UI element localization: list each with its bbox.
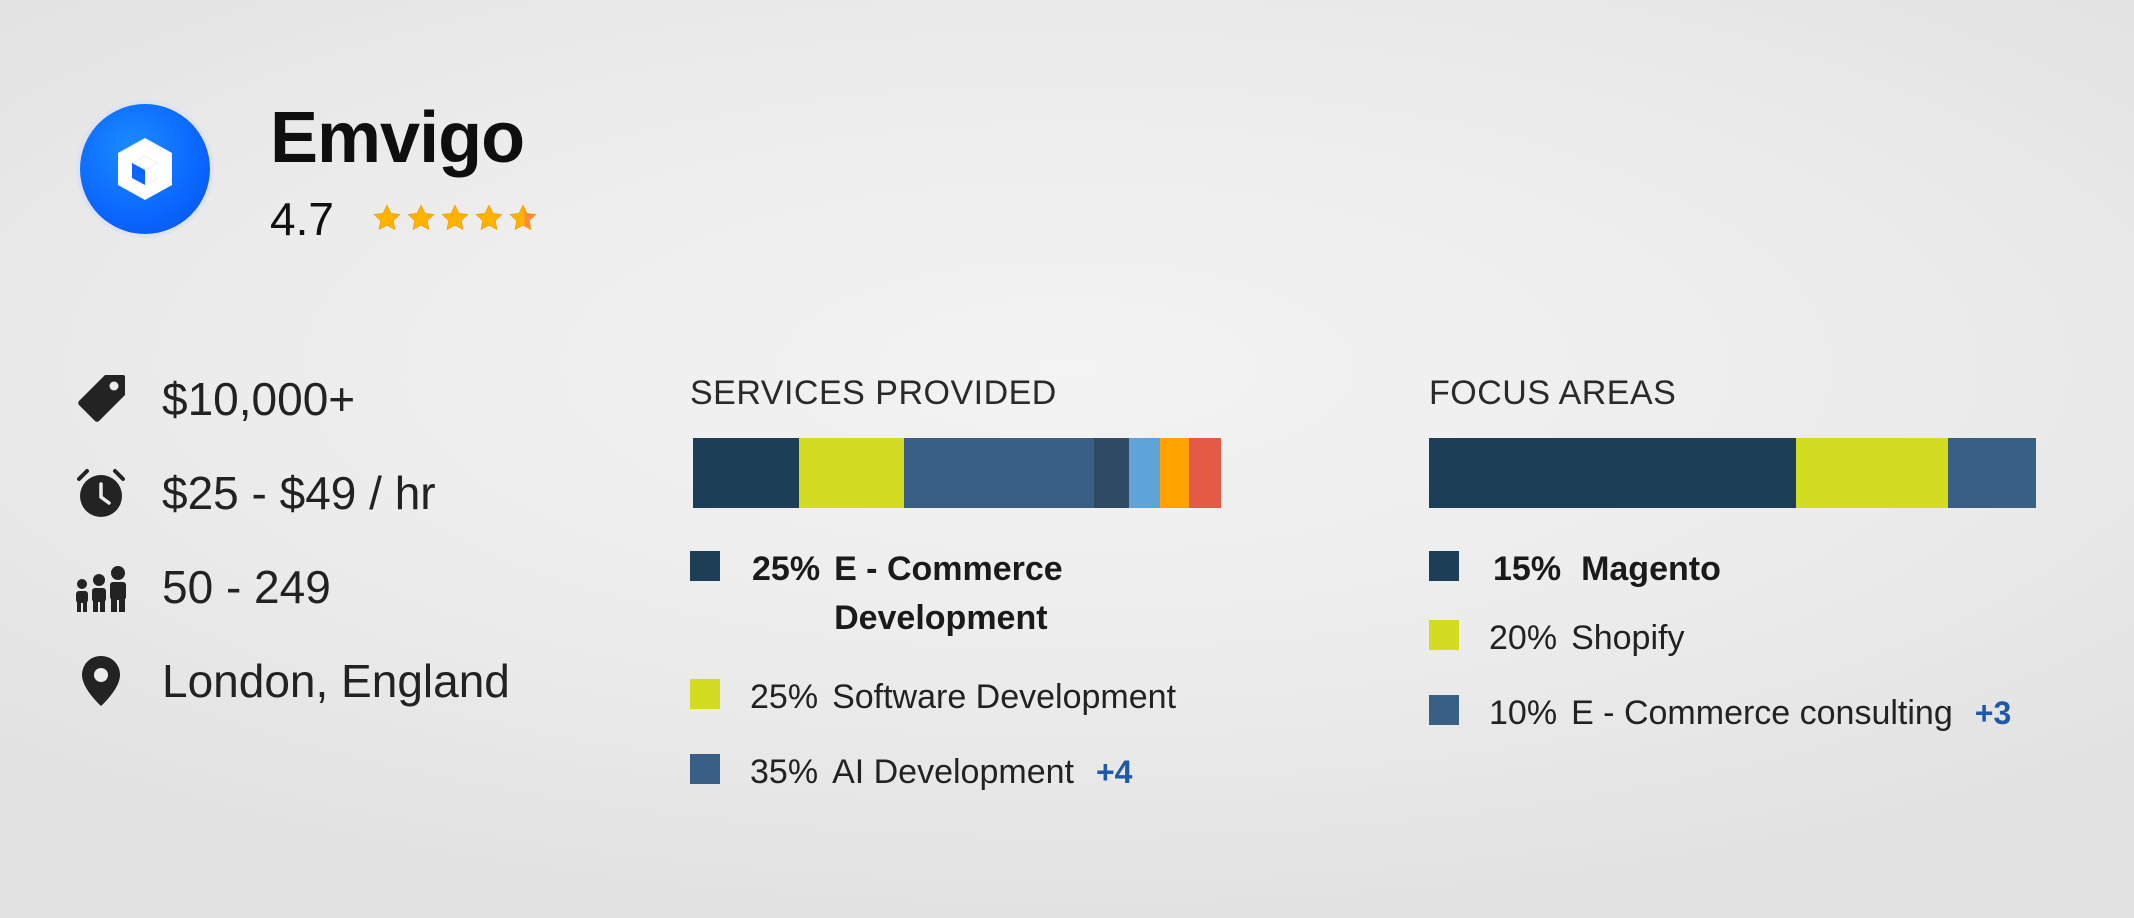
bar-segment-6 — [1160, 438, 1190, 508]
legend-pct: 35% — [750, 753, 819, 791]
star-icon — [441, 204, 469, 231]
employees-text: 50 - 249 — [162, 561, 331, 613]
star-rating — [372, 203, 538, 233]
bar-segment-2 — [1796, 438, 1948, 508]
focus-bar — [1429, 438, 2036, 508]
bar-segment-1 — [693, 438, 799, 508]
legend-label: E - Commerce consulting — [1571, 694, 1953, 732]
focus-item-1: 15% Magento — [1429, 545, 1721, 594]
location-pin-icon — [72, 652, 130, 710]
logo-badge — [80, 104, 210, 234]
half-star-icon — [509, 204, 537, 231]
star-icon — [407, 204, 435, 231]
clock-icon — [72, 464, 130, 522]
info-budget: $10,000+ — [72, 370, 355, 428]
bar-segment-3 — [1947, 438, 2036, 508]
bar-segment-4 — [1094, 438, 1129, 508]
services-item-3: 35% AI Development +4 — [690, 748, 1132, 797]
price-tag-icon — [72, 370, 130, 428]
services-item-1: 25% E - Commerce Development — [690, 545, 1164, 644]
legend-swatch — [1429, 620, 1459, 650]
legend-pct: 10% — [1489, 694, 1558, 732]
legend-swatch — [690, 551, 720, 581]
bar-segment-2 — [798, 438, 905, 508]
budget-text: $10,000+ — [162, 373, 356, 425]
info-rate: $25 - $49 / hr — [72, 464, 436, 522]
legend-label: Magento — [1581, 550, 1721, 588]
focus-title: FOCUS AREAS — [1429, 374, 1677, 412]
info-location: London, England — [72, 652, 510, 710]
legend-label: AI Development — [832, 753, 1074, 791]
bar-segment-3 — [904, 438, 1095, 508]
legend-swatch — [1429, 695, 1459, 725]
more-services-link[interactable]: +4 — [1095, 754, 1133, 790]
more-focus-link[interactable]: +3 — [1974, 695, 2012, 731]
legend-label: Software Development — [832, 678, 1177, 716]
services-bar — [693, 438, 1221, 508]
people-icon — [72, 558, 130, 616]
bar-segment-5 — [1128, 438, 1161, 508]
company-logo — [76, 100, 214, 238]
legend-swatch — [690, 679, 720, 709]
bar-segment-1 — [1429, 438, 1797, 508]
legend-label: Shopify — [1571, 619, 1685, 657]
focus-item-3: 10% E - Commerce consulting +3 — [1429, 689, 2011, 738]
rating-value: 4.7 — [270, 193, 334, 245]
cube-logo-icon — [118, 138, 172, 200]
star-icon — [475, 204, 503, 231]
legend-label: E - Commerce Development — [834, 550, 1063, 638]
location-text: London, England — [162, 655, 510, 707]
bar-segment-7 — [1189, 438, 1221, 508]
legend-swatch — [1429, 551, 1459, 581]
services-item-2: 25% Software Development — [690, 673, 1176, 722]
star-icon — [373, 204, 401, 231]
legend-swatch — [690, 754, 720, 784]
legend-pct: 25% — [750, 678, 819, 716]
legend-pct: 25% — [752, 550, 821, 588]
legend-pct: 15% — [1493, 550, 1562, 588]
focus-item-2: 20% Shopify — [1429, 614, 1684, 663]
services-title: SERVICES PROVIDED — [690, 374, 1057, 412]
company-name: Emvigo — [270, 98, 525, 178]
info-employees: 50 - 249 — [72, 558, 331, 616]
legend-pct: 20% — [1489, 619, 1558, 657]
hourly-rate-text: $25 - $49 / hr — [162, 467, 436, 519]
